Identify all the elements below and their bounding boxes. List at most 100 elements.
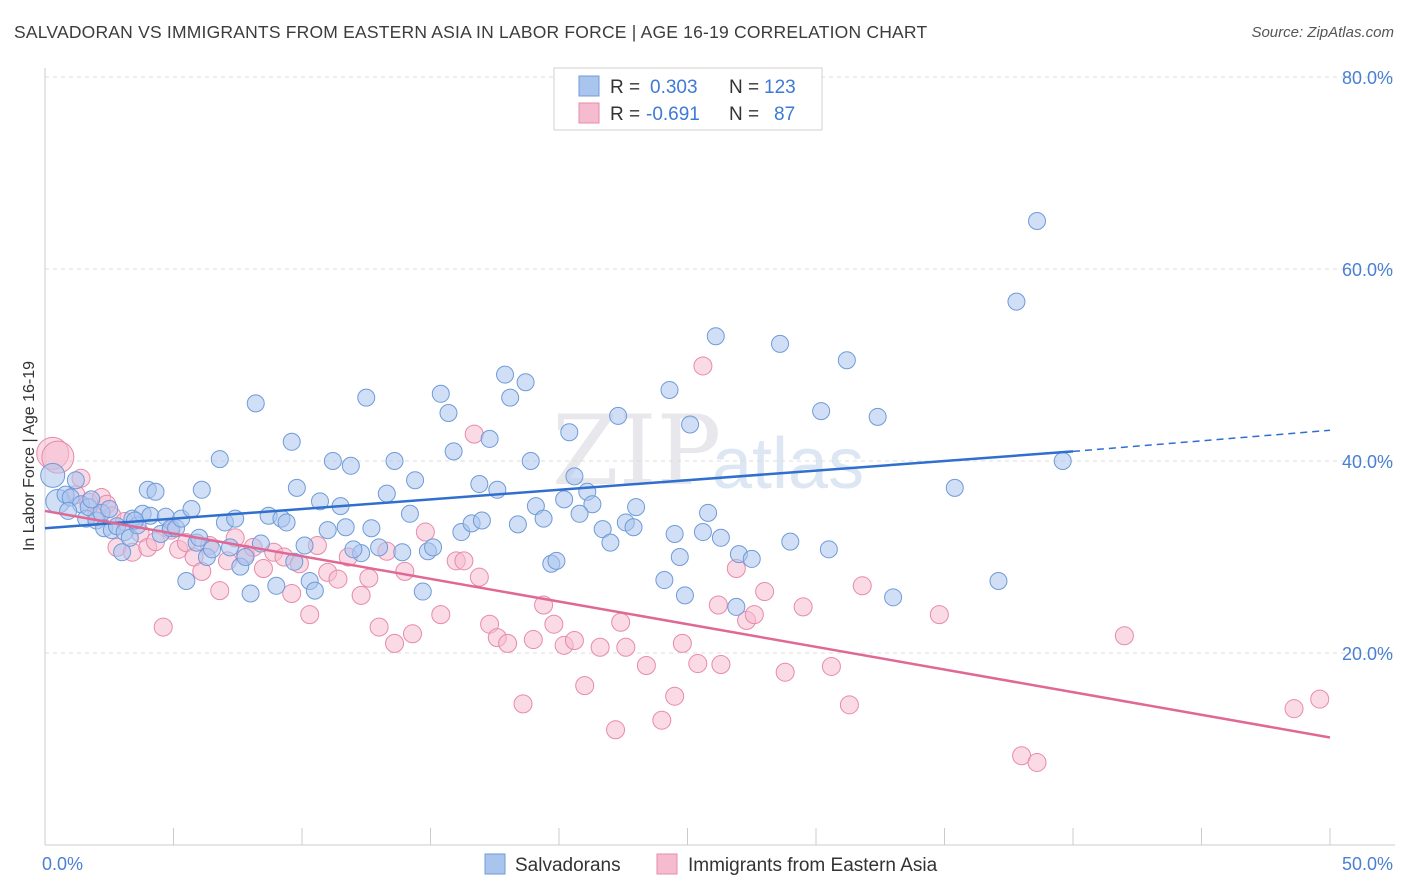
salvadoran-point [480,429,499,448]
salvadoran-point [884,588,903,607]
y-tick-label: 80.0% [1342,68,1393,88]
watermark-zip: ZIP [552,395,721,507]
salvadoran-point [444,442,463,461]
source-label: Source: ZipAtlas.com [1251,24,1394,41]
salvadoran-point [565,467,584,486]
salvadoran-point [241,584,260,603]
legend-n-label-1: N = [729,77,759,98]
salvadoran-point [555,490,574,509]
salvadoran-point [501,388,520,407]
salvadoran-point [470,475,489,494]
salvadoran-point [385,452,404,470]
salvadoran-point [819,540,838,559]
immigrants-point [590,637,610,657]
legend-n-label-2: N = [729,104,759,125]
salvadoran-point [341,456,360,475]
salvadoran-point [560,423,579,442]
salvadoran-point [336,518,355,537]
immigrants-point [464,424,484,444]
immigrants-point [672,633,692,653]
salvadoran-point [1053,452,1072,470]
immigrants-point [415,522,435,542]
salvadoran-point [40,462,66,488]
x-tick-label: 0.0% [42,854,83,874]
salvadoran-point [609,406,628,425]
immigrants-point [821,656,841,676]
salvadoran-point [508,515,527,534]
series-label-salvadorans: Salvadorans [515,855,621,876]
salvadoran-point [706,327,725,346]
salvadoran-point [400,504,419,523]
immigrants-trend-line [44,509,1331,739]
legend-n-value-1: 123 [764,77,796,98]
salvadoran-point [665,524,684,543]
salvadoran-point [100,500,119,518]
immigrants-point [513,694,533,714]
salvadoran-point [675,586,694,605]
legend-r-value-2: -0.691 [646,104,700,125]
salvadoran-point [771,334,790,353]
chart-title: SALVADORAN VS IMMIGRANTS FROM EASTERN AS… [14,22,928,42]
salvadoran-point [627,498,646,517]
salvadoran-point [377,484,396,503]
salvadoran-point [285,552,304,571]
salvadoran-point [472,511,491,530]
salvadoran-point [287,478,306,497]
immigrants-point [351,585,371,605]
immigrants-point [693,356,713,376]
salvadoran-point [693,523,712,542]
salvadoran-point [868,407,887,426]
salvadoran-point [305,581,324,600]
salvadoran-point [496,365,515,384]
salvadoran-point [781,532,800,551]
salvadoran-point [113,543,132,562]
salvadoran-point [945,478,964,497]
watermark-atlas: atlas [712,424,864,504]
immigrants-point [498,633,518,653]
salvadoran-point [699,503,718,522]
series-swatch-salvadorans [484,853,506,875]
immigrants-point [395,561,415,581]
tick-labels: 20.0% 40.0% 60.0% 80.0% 0.0% 50.0% [42,68,1393,874]
legend-n-value-2: 87 [774,104,795,125]
series-swatch-immigrants [656,853,678,875]
immigrants-point [253,559,273,579]
salvadoran-point [547,551,566,570]
salvadoran-point [1028,212,1047,230]
y-tick-label: 60.0% [1342,260,1393,280]
immigrants-point [454,551,474,571]
immigrants-point [469,567,489,587]
salvadoran-point [624,518,643,537]
immigrants-point [652,710,672,730]
immigrants-point [1284,699,1304,719]
salvadoran-point [182,500,201,518]
salvadoran-point [82,490,101,509]
immigrants-point [839,695,859,715]
salvadoran-point [246,394,265,413]
immigrants-point [852,576,872,596]
trend-lines [44,429,1331,739]
immigrants-point [153,617,173,637]
immigrants-point [369,617,389,637]
immigrants-point [606,720,626,740]
salvadoran-trend-extension [1072,429,1331,453]
immigrants-point [1027,752,1047,772]
series-legend: Salvadorans Immigrants from Eastern Asia [484,853,938,876]
immigrants-point [793,597,813,617]
salvadoran-point [711,528,730,547]
salvadoran-point [655,571,674,590]
salvadoran-point [344,540,363,559]
immigrants-point [328,569,348,589]
immigrants-point [1310,689,1330,709]
salvadoran-point [66,471,85,490]
legend-r-label-1: R = [610,77,640,98]
salvadoran-point [742,549,761,568]
immigrants-point [636,655,656,675]
salvadoran-point [323,452,342,470]
salvadoran-point [210,450,229,469]
immigrants-point [431,605,451,625]
y-axis-label: In Labor Force | Age 16-19 [21,361,38,551]
immigrants-point [564,631,584,651]
immigrants-point [282,583,302,603]
salvadoran-point [727,597,746,616]
